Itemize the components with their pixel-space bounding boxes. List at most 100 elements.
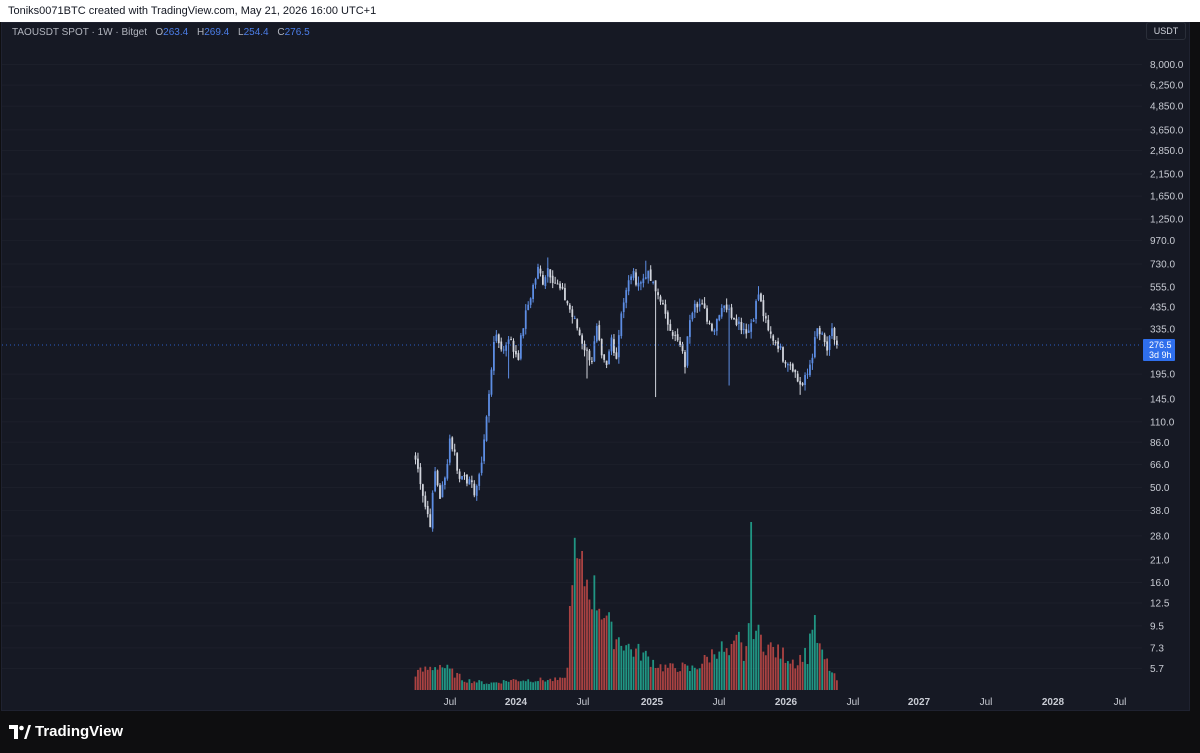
- candle-body: [417, 458, 419, 469]
- price-tick-label: 110.0: [1150, 417, 1175, 428]
- candle-body: [573, 318, 576, 320]
- volume-bar: [426, 669, 429, 690]
- volume-bar: [429, 666, 432, 690]
- candle-body: [693, 303, 696, 313]
- chart-panel[interactable]: [1, 22, 1190, 711]
- volume-bar: [647, 656, 650, 690]
- candle-body: [664, 304, 667, 314]
- volume-bar: [578, 558, 581, 690]
- time-tick-label: Jul: [980, 697, 993, 708]
- volume-bar: [549, 678, 552, 690]
- volume-bar: [674, 668, 677, 690]
- volume-bar: [794, 668, 797, 690]
- candle-body: [821, 333, 824, 335]
- candle-body: [561, 286, 564, 289]
- volume-bar: [431, 670, 434, 690]
- volume-bar: [740, 642, 743, 690]
- candle-body: [828, 335, 831, 350]
- price-tick-label: 195.0: [1150, 370, 1175, 381]
- volume-bar: [466, 682, 468, 690]
- volume-bar: [833, 673, 836, 690]
- volume-bar: [625, 645, 628, 690]
- volume-bar: [485, 683, 488, 690]
- volume-bar: [517, 681, 520, 690]
- price-tick-label: 335.0: [1150, 324, 1175, 335]
- candle-body: [696, 303, 699, 308]
- volume-bar: [441, 667, 444, 690]
- volume-bar: [828, 670, 831, 690]
- candle-body: [640, 282, 642, 284]
- volume-bar: [644, 650, 647, 690]
- candle-body: [637, 282, 640, 287]
- volume-bar: [662, 671, 664, 690]
- volume-bar: [451, 668, 454, 690]
- volume-bar: [640, 660, 642, 690]
- volume-bar: [424, 666, 427, 690]
- candle-body: [529, 298, 532, 305]
- price-tick-label: 555.0: [1150, 282, 1175, 293]
- candle-body: [424, 495, 427, 507]
- volume-bar: [821, 649, 824, 690]
- time-tick-label: 2024: [505, 697, 528, 708]
- currency-button[interactable]: USDT: [1146, 22, 1186, 40]
- price-tick-label: 435.0: [1150, 303, 1175, 314]
- volume-bar: [767, 644, 770, 690]
- price-axis: 8,000.0 6,250.0 4,850.0 3,650.0 2,850.0 2,150…: [1150, 60, 1184, 675]
- candle-body: [431, 492, 434, 529]
- volume-bar: [669, 663, 672, 690]
- candle-body: [686, 336, 689, 366]
- candle-body: [554, 282, 557, 284]
- candle-body: [779, 345, 782, 348]
- volume-bar: [576, 558, 579, 690]
- candle-body: [522, 328, 525, 337]
- volume-bar: [806, 664, 809, 690]
- volume-bar: [836, 680, 838, 690]
- volume-bar: [711, 649, 713, 690]
- volume-bar: [654, 667, 657, 690]
- candle-body: [478, 474, 481, 486]
- candle-body: [764, 316, 767, 319]
- candle-body: [456, 453, 459, 471]
- last-price-label: 276.5: [1149, 340, 1172, 350]
- volume-bar: [600, 619, 603, 690]
- volume-bar: [681, 662, 684, 690]
- candle-body: [451, 437, 454, 450]
- volume-bar: [436, 669, 439, 690]
- candle-body: [649, 269, 652, 281]
- candle-body: [608, 351, 610, 365]
- candle-body: [532, 284, 534, 299]
- volume-bar: [439, 664, 441, 690]
- candle-body: [671, 332, 674, 336]
- time-tick-label: 2026: [775, 697, 798, 708]
- candle-body: [461, 476, 463, 480]
- chart-attribution: Toniks0071BTC created with TradingView.c…: [0, 0, 1200, 22]
- time-tick-label: Jul: [847, 697, 860, 708]
- volume-bar: [745, 646, 748, 690]
- candle-body: [568, 304, 571, 310]
- candle-body: [787, 363, 789, 366]
- candle-body: [747, 330, 750, 333]
- candle-body: [816, 328, 819, 337]
- open-value: 263.4: [163, 27, 189, 38]
- volume-bar: [627, 643, 630, 690]
- candle-body: [818, 328, 821, 335]
- volume-bar: [760, 634, 762, 690]
- volume-bar: [755, 630, 757, 690]
- candle-body: [831, 328, 833, 336]
- volume-bar: [801, 661, 804, 690]
- candle-body: [728, 308, 730, 310]
- volume-bar: [532, 682, 534, 690]
- volume-bar: [720, 641, 723, 690]
- volume-bar: [588, 599, 591, 690]
- candle-body: [813, 337, 816, 358]
- volume-bar: [490, 682, 493, 690]
- volume-bar: [689, 671, 691, 690]
- candle-body: [730, 307, 733, 318]
- candle-body: [593, 341, 596, 362]
- price-tick-label: 970.0: [1150, 236, 1175, 247]
- candle-body: [681, 344, 684, 352]
- volume-bar: [475, 682, 478, 690]
- candle-body: [632, 271, 635, 278]
- volume-bar: [664, 664, 667, 690]
